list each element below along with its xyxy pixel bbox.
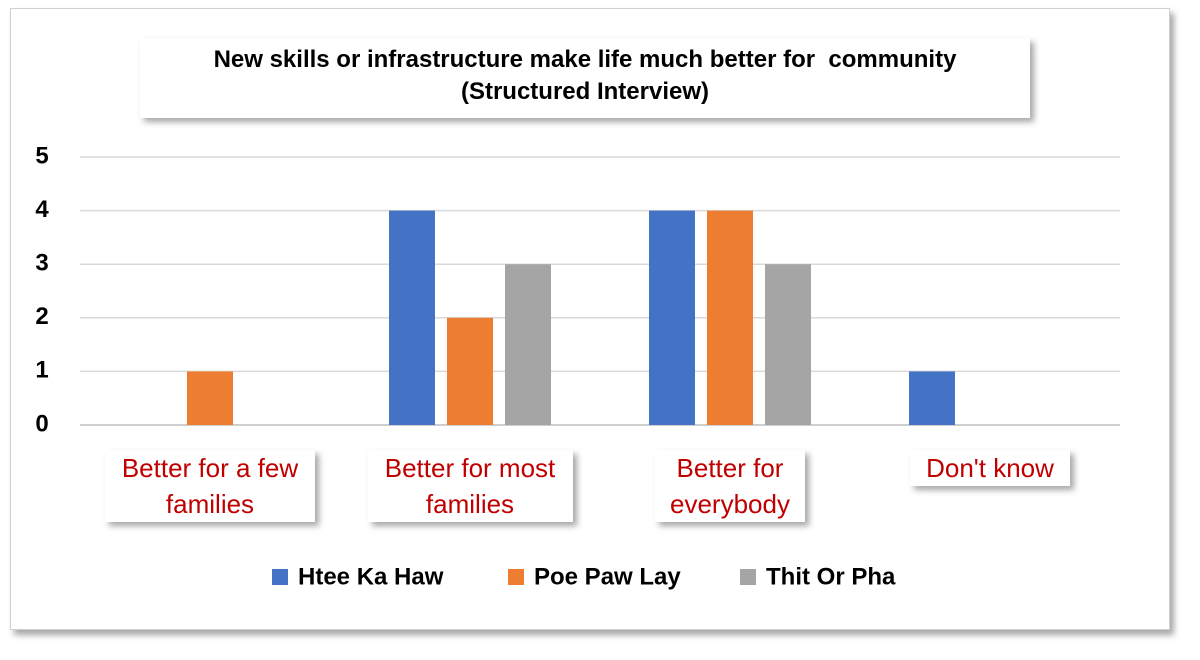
bar	[707, 210, 753, 425]
y-tick-label: 5	[35, 142, 48, 169]
y-tick-label: 1	[35, 357, 48, 384]
legend-label: Thit Or Pha	[766, 563, 896, 590]
bar	[389, 210, 435, 425]
x-tick-label: Better for everybody	[655, 450, 805, 522]
legend-swatch	[272, 569, 288, 585]
bar	[447, 317, 493, 425]
y-tick-label: 2	[35, 303, 48, 330]
bar	[187, 371, 233, 425]
y-tick-label: 3	[35, 250, 48, 277]
legend-swatch	[740, 569, 756, 585]
chart-title: New skills or infrastructure make life m…	[213, 46, 957, 73]
legend-label: Poe Paw Lay	[534, 563, 681, 590]
bar	[649, 210, 695, 425]
legend-label: Htee Ka Haw	[298, 563, 444, 590]
x-tick-label: Better for most families	[367, 450, 573, 522]
bar	[909, 371, 955, 425]
x-tick-label: Better for a few families	[105, 450, 315, 522]
y-tick-label: 0	[35, 410, 48, 437]
y-tick-label: 4	[35, 196, 49, 223]
x-tick-label: Don't know	[910, 450, 1070, 486]
chart-subtitle: (Structured Interview)	[460, 78, 710, 105]
bar	[765, 264, 811, 425]
title-box: New skills or infrastructure make life m…	[140, 38, 1030, 118]
bar	[505, 264, 551, 425]
legend-swatch	[508, 569, 524, 585]
